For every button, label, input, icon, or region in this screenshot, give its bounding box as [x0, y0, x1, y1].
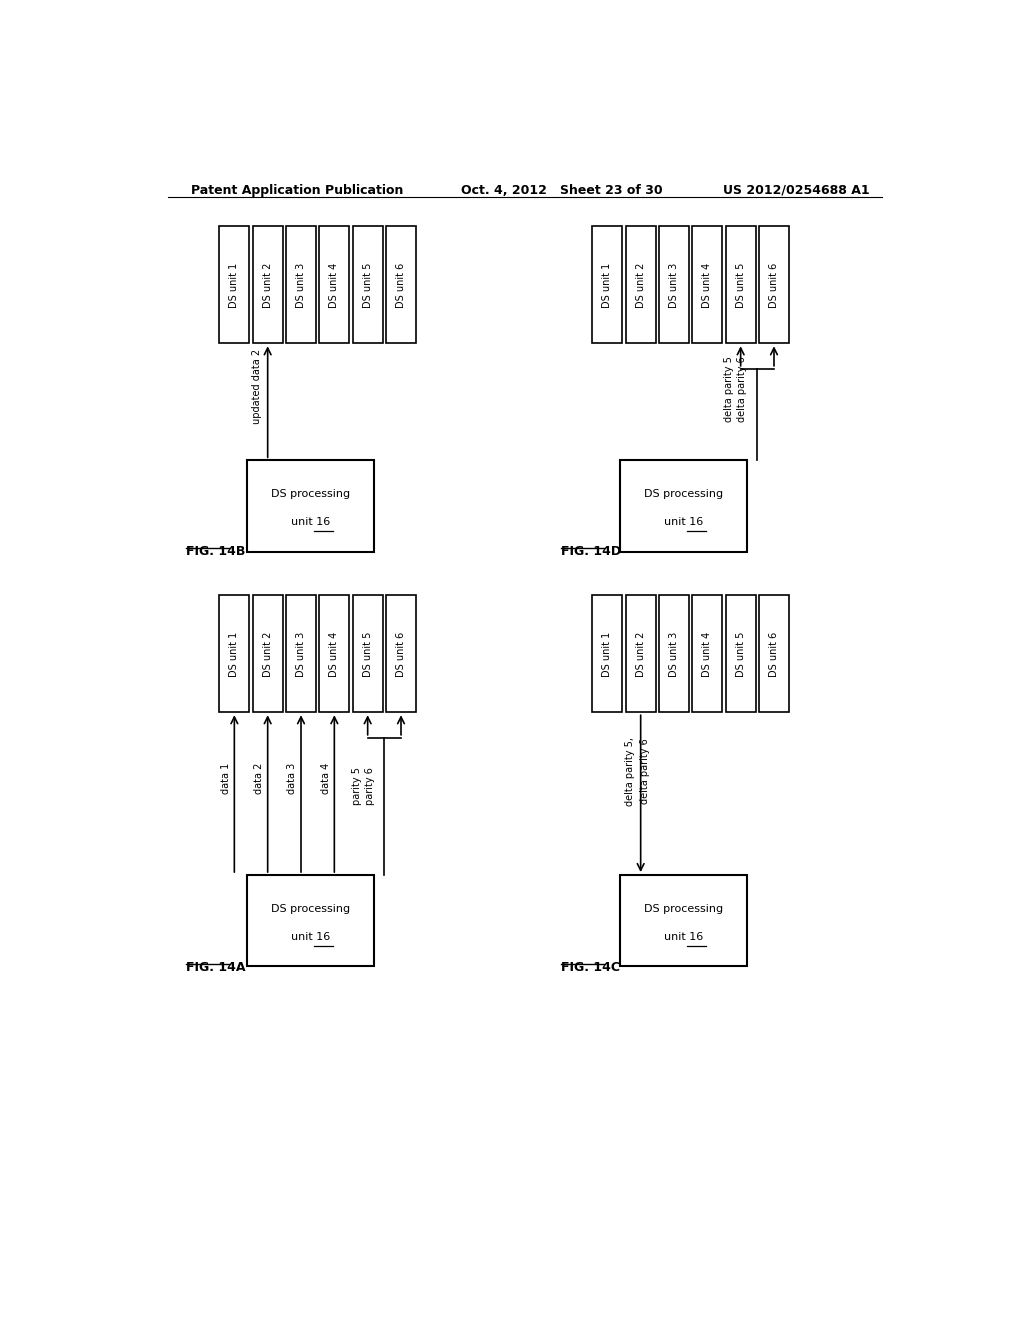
Text: delta parity 5,: delta parity 5, — [626, 737, 635, 805]
Text: DS unit 1: DS unit 1 — [602, 631, 612, 677]
Text: FIG. 14A: FIG. 14A — [186, 961, 246, 974]
Text: DS unit 2: DS unit 2 — [263, 263, 272, 308]
Text: DS unit 6: DS unit 6 — [396, 263, 406, 308]
Text: parity 5: parity 5 — [351, 767, 361, 805]
Text: unit 16: unit 16 — [664, 932, 703, 942]
Text: DS unit 4: DS unit 4 — [330, 631, 339, 677]
Bar — [726, 227, 756, 343]
Bar — [286, 595, 316, 713]
Text: DS unit 3: DS unit 3 — [296, 631, 306, 677]
Text: unit 16: unit 16 — [291, 932, 330, 942]
Text: DS processing: DS processing — [644, 903, 723, 913]
Bar — [626, 227, 655, 343]
Bar — [658, 227, 689, 343]
Text: delta parity 6: delta parity 6 — [640, 738, 649, 804]
Text: DS unit 2: DS unit 2 — [263, 631, 272, 677]
Text: DS unit 6: DS unit 6 — [396, 631, 406, 677]
Text: FIG. 14C: FIG. 14C — [560, 961, 620, 974]
Text: DS unit 5: DS unit 5 — [362, 263, 373, 308]
Text: DS unit 4: DS unit 4 — [330, 263, 339, 308]
Text: DS processing: DS processing — [644, 488, 723, 499]
Text: DS unit 3: DS unit 3 — [296, 263, 306, 308]
Text: DS unit 1: DS unit 1 — [602, 263, 612, 308]
Text: data 3: data 3 — [288, 763, 297, 795]
Bar — [592, 227, 623, 343]
Bar — [352, 595, 383, 713]
Text: US 2012/0254688 A1: US 2012/0254688 A1 — [723, 183, 869, 197]
Bar — [219, 227, 250, 343]
Text: FIG. 14B: FIG. 14B — [186, 545, 246, 557]
Bar — [759, 227, 790, 343]
Text: DS unit 3: DS unit 3 — [669, 263, 679, 308]
Bar — [253, 227, 283, 343]
Text: updated data 2: updated data 2 — [252, 348, 262, 424]
Text: DS unit 3: DS unit 3 — [669, 631, 679, 677]
Text: DS unit 6: DS unit 6 — [769, 631, 779, 677]
Text: parity 6: parity 6 — [365, 767, 375, 805]
Text: FIG. 14D: FIG. 14D — [560, 545, 621, 557]
Text: DS processing: DS processing — [271, 903, 350, 913]
Bar — [692, 227, 722, 343]
Text: delta parity 6: delta parity 6 — [737, 356, 748, 422]
Text: DS unit 4: DS unit 4 — [702, 263, 713, 308]
Text: unit 16: unit 16 — [291, 517, 330, 527]
Text: DS unit 1: DS unit 1 — [229, 631, 240, 677]
Text: delta parity 5: delta parity 5 — [724, 356, 734, 422]
Text: DS unit 5: DS unit 5 — [735, 263, 745, 308]
Bar — [253, 595, 283, 713]
Text: DS unit 5: DS unit 5 — [735, 631, 745, 677]
Text: DS unit 2: DS unit 2 — [636, 263, 646, 308]
Text: data 4: data 4 — [321, 763, 331, 795]
Bar — [352, 227, 383, 343]
Bar — [658, 595, 689, 713]
Bar — [726, 595, 756, 713]
Bar — [692, 595, 722, 713]
Text: Patent Application Publication: Patent Application Publication — [191, 183, 403, 197]
Text: DS unit 2: DS unit 2 — [636, 631, 646, 677]
Bar — [247, 875, 374, 966]
Bar — [759, 595, 790, 713]
Bar — [386, 595, 416, 713]
Bar — [219, 595, 250, 713]
Bar — [319, 227, 349, 343]
Text: DS processing: DS processing — [271, 488, 350, 499]
Text: unit 16: unit 16 — [664, 517, 703, 527]
Text: DS unit 6: DS unit 6 — [769, 263, 779, 308]
Text: DS unit 5: DS unit 5 — [362, 631, 373, 677]
Bar — [286, 227, 316, 343]
Text: DS unit 1: DS unit 1 — [229, 263, 240, 308]
Bar — [626, 595, 655, 713]
Text: Oct. 4, 2012   Sheet 23 of 30: Oct. 4, 2012 Sheet 23 of 30 — [461, 183, 663, 197]
Bar — [620, 461, 746, 552]
Bar — [620, 875, 746, 966]
Bar — [247, 461, 374, 552]
Bar — [592, 595, 623, 713]
Text: data 1: data 1 — [220, 763, 230, 795]
Text: data 2: data 2 — [254, 763, 264, 795]
Bar — [386, 227, 416, 343]
Bar — [319, 595, 349, 713]
Text: DS unit 4: DS unit 4 — [702, 631, 713, 677]
